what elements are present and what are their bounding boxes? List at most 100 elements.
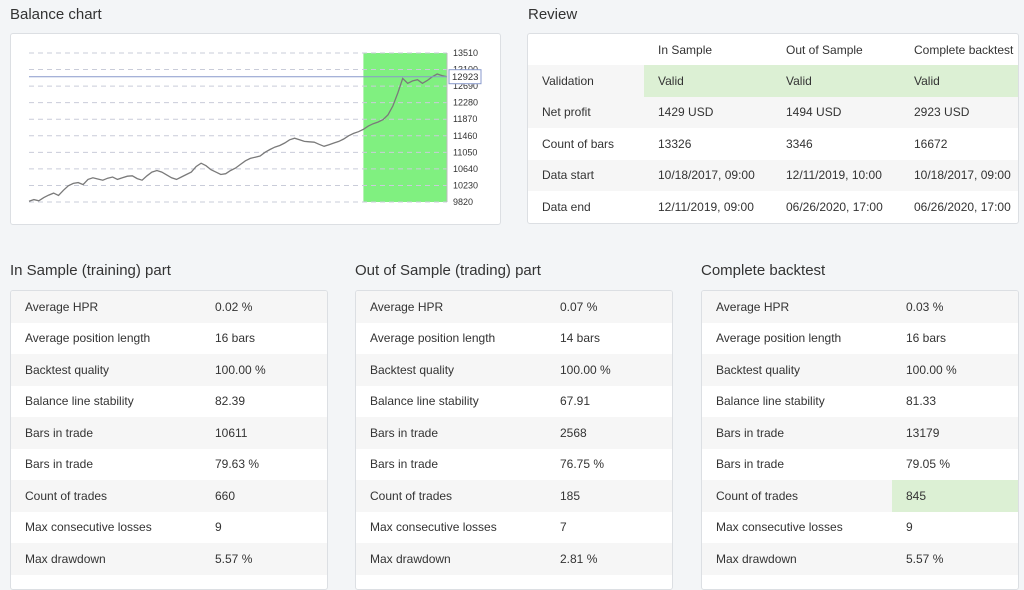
stats-row: Backtest quality 100.00 % [11,354,327,386]
stats-row: Count of trades 660 [11,480,327,512]
current-value-box [448,69,482,85]
review-row-label: Data start [528,159,644,191]
stats-value: 9 [215,520,222,535]
stats-row: Bars in trade 2568 [356,417,672,449]
stats-row: Max drawdown 5.57 % [11,543,327,575]
stats-value: 0.02 % [201,291,327,323]
stats-value: 16 bars [906,331,947,346]
current-value-marker: 12923 [29,69,482,85]
review-cell: 3346 [786,136,813,151]
in-sample-title: In Sample (training) part [10,262,171,279]
review-cell: 06/26/2020, 17:00 [914,199,1011,214]
stats-value: 845 [892,480,1018,512]
stats-value: 10611 [201,417,327,449]
stats-label: Bars in trade [356,417,546,449]
review-col-header: In Sample [658,42,713,57]
balance-chart-title: Balance chart [10,6,102,23]
complete-backtest-panel: Average HPR 0.03 % Average position length… [701,290,1019,590]
stats-value: 100.00 % [546,354,672,386]
stats-label: Count of trades [702,480,892,512]
stats-label: Balance line stability [716,394,825,409]
review-cell: 10/18/2017, 09:00 [900,159,1018,191]
stats-value: 0.03 % [892,291,1018,323]
stats-row: Bars in trade 13179 [702,417,1018,449]
in-sample-panel: Average HPR 0.02 % Average position length… [10,290,328,590]
review-row-data-end: Data end 12/11/2019, 09:00 06/26/2020, 1… [528,191,1018,223]
stats-row: Bars in trade 79.05 % [702,449,1018,481]
stats-label: Count of trades [356,480,546,512]
stats-label: Backtest quality [702,354,892,386]
out-of-sample-panel: Average HPR 0.07 % Average position length… [355,290,673,590]
review-row-net-profit: Net profit 1429 USD 1494 USD 2923 USD [528,96,1018,128]
stats-value: 16 bars [215,331,256,346]
stats-label: Max consecutive losses [716,520,843,535]
stats-value: 2.81 % [546,543,672,575]
stats-value: 14 bars [560,331,601,346]
y-tick-label: 9820 [453,197,473,207]
review-cell: Valid [900,65,1018,97]
stats-value: 79.05 % [906,457,951,472]
stats-label: Average HPR [702,291,892,323]
stats-value: 9 [906,520,913,535]
stats-row: Balance line stability 67.91 [356,386,672,418]
stats-row: Average HPR 0.07 % [356,291,672,323]
stats-row: Average position length 14 bars [356,323,672,355]
complete-backtest-title: Complete backtest [701,262,826,279]
review-title: Review [528,6,578,23]
stats-value: 81.33 [906,394,937,409]
review-row-label: Net profit [528,96,644,128]
stats-label: Average HPR [356,291,546,323]
stats-label: Backtest quality [356,354,546,386]
review-col-header: Complete backtest [914,42,1014,57]
review-cell: 06/26/2020, 17:00 [786,199,883,214]
stats-row: Max consecutive losses 9 [702,512,1018,544]
stats-label: Average position length [370,331,496,346]
stats-value: 2568 [546,417,672,449]
review-col-header [528,34,644,65]
stats-label: Bars in trade [702,417,892,449]
y-tick-label: 11870 [453,114,477,124]
stats-label: Backtest quality [11,354,201,386]
review-cell: 1429 USD [644,96,772,128]
stats-label: Bars in trade [716,457,785,472]
stats-value: 13179 [892,417,1018,449]
stats-row: Bars in trade 79.63 % [11,449,327,481]
balance-line-path [28,73,448,202]
review-panel: In Sample Out of Sample Complete backtes… [527,33,1019,224]
stats-value: 67.91 [560,394,591,409]
stats-value: 5.57 % [892,543,1018,575]
out-of-sample-table: Average HPR 0.07 % Average position length… [356,291,672,575]
stats-row: Bars in trade 76.75 % [356,449,672,481]
stats-label: Bars in trade [11,417,201,449]
stats-row: Average position length 16 bars [702,323,1018,355]
review-cell: Valid [644,65,772,97]
stats-row: Backtest quality 100.00 % [702,354,1018,386]
stats-row: Max drawdown 5.57 % [702,543,1018,575]
review-cell: 1494 USD [772,96,900,128]
out-of-sample-title: Out of Sample (trading) part [355,262,541,279]
review-row-data-start: Data start 10/18/2017, 09:00 12/11/2019,… [528,159,1018,191]
stats-row: Max drawdown 2.81 % [356,543,672,575]
stats-label: Count of trades [11,480,201,512]
review-cell: 13326 [658,136,692,151]
stats-label: Max consecutive losses [370,520,497,535]
stats-label: Average HPR [11,291,201,323]
balance-chart-panel: 1351013100126901228011870114601105010640… [10,33,501,225]
stats-row: Average position length 16 bars [11,323,327,355]
balance-line [28,73,448,202]
stats-row: Bars in trade 10611 [11,417,327,449]
stats-value: 79.63 % [215,457,260,472]
stats-label: Average position length [716,331,842,346]
y-tick-label: 10640 [453,164,478,174]
stats-row: Count of trades 185 [356,480,672,512]
stats-value: 76.75 % [560,457,605,472]
stats-value: 5.57 % [201,543,327,575]
review-cell: 12/11/2019, 09:00 [658,199,754,214]
review-row-label: Count of bars [542,136,615,151]
stats-row: Balance line stability 81.33 [702,386,1018,418]
stats-label: Max drawdown [702,543,892,575]
stats-row: Average HPR 0.03 % [702,291,1018,323]
review-row-count-of-bars: Count of bars 13326 3346 16672 [528,128,1018,160]
stats-row: Average HPR 0.02 % [11,291,327,323]
stats-value: 82.39 [215,394,246,409]
